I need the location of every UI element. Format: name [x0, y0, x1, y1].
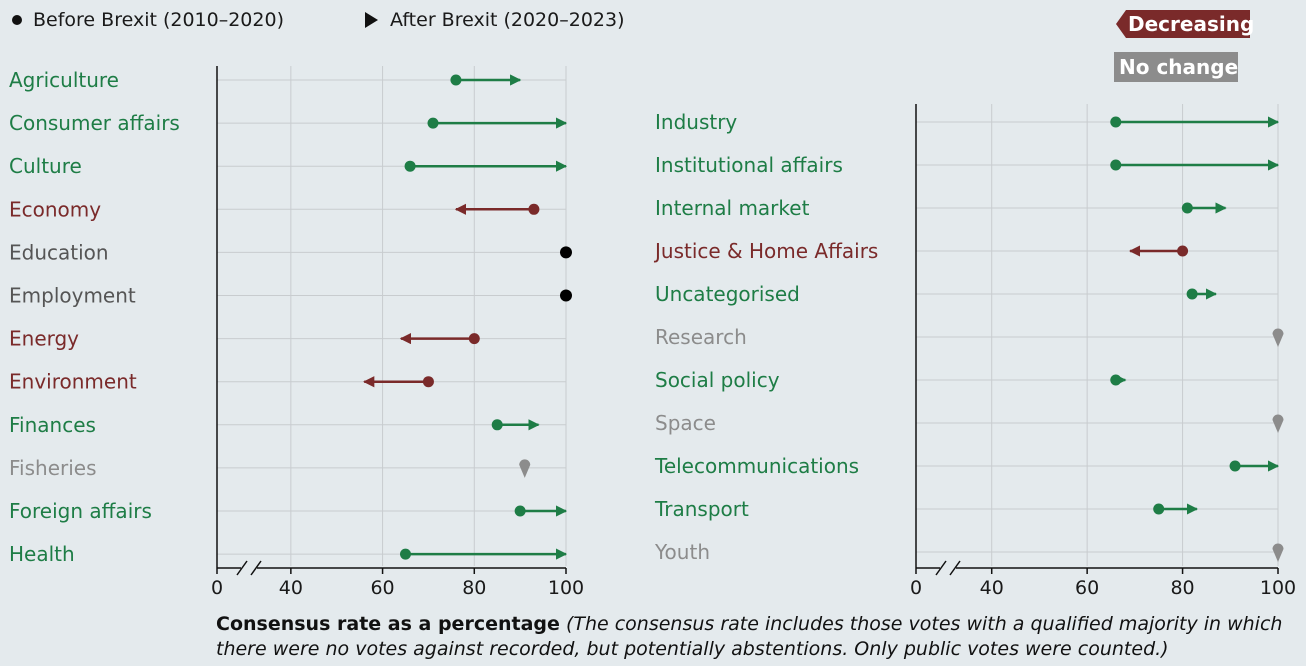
panel-1: 0 40 60 80 100 Agriculture Consumer affairs Cul… — [9, 66, 584, 599]
category-label: Energy — [9, 327, 79, 351]
before-point — [1186, 288, 1198, 300]
category-label: Research — [655, 325, 747, 349]
before-point — [1110, 374, 1122, 386]
before-point — [1110, 159, 1122, 171]
before-point — [400, 548, 411, 560]
x-tick-label: 80 — [462, 577, 486, 599]
before-point — [1177, 245, 1189, 257]
legend-decreasing-label: Decreasing — [1128, 12, 1254, 36]
legend: Before Brexit (2010–2020) After Brexit (… — [12, 9, 1254, 82]
before-point — [468, 333, 480, 345]
category-label: Environment — [9, 370, 137, 394]
legend-no-change-label: No change — [1119, 55, 1238, 79]
before-point — [1110, 116, 1122, 128]
before-point — [560, 289, 572, 302]
no-change-marker — [1272, 414, 1284, 433]
footnote-text: (The consensus rate includes those votes… — [216, 613, 1283, 660]
category-label: Agriculture — [9, 68, 119, 92]
category-label: Justice & Home Affairs — [653, 239, 878, 263]
legend-no-change-badge — [1114, 52, 1238, 82]
category-label: Space — [655, 411, 716, 435]
x-tick-label: 0 — [910, 577, 922, 599]
x-tick-label: 40 — [279, 577, 303, 599]
no-change-marker — [1272, 543, 1284, 562]
before-point — [450, 74, 462, 86]
category-label: Industry — [655, 110, 737, 134]
panel-2: 0 40 60 80 100 Industry Institutional affairs I… — [653, 104, 1296, 599]
category-label: Economy — [9, 197, 101, 221]
before-point — [528, 203, 540, 215]
axis-break-mark — [935, 560, 947, 576]
legend-before-label: Before Brexit (2010–2020) — [33, 9, 284, 31]
x-tick-label: 80 — [1170, 577, 1194, 599]
category-label: Education — [9, 240, 109, 264]
x-tick-label: 100 — [548, 577, 584, 599]
legend-after-label: After Brexit (2020–2023) — [390, 9, 625, 31]
category-label: Telecommunications — [654, 454, 859, 478]
before-point — [427, 117, 439, 129]
category-label: Foreign affairs — [9, 499, 152, 523]
category-label: Culture — [9, 154, 82, 178]
category-label: Consumer affairs — [9, 111, 180, 135]
category-label: Internal market — [655, 196, 810, 220]
axis-break-mark — [250, 560, 262, 576]
before-point — [1229, 460, 1241, 472]
x-tick-label: 60 — [370, 577, 394, 599]
x-tick-label: 100 — [1260, 577, 1296, 599]
category-label: Institutional affairs — [655, 153, 843, 177]
category-label: Fisheries — [9, 456, 97, 480]
axis-break-mark — [949, 560, 961, 576]
legend-decreasing-badge — [1116, 10, 1250, 38]
axis-break-mark — [236, 560, 248, 576]
legend-after-marker — [365, 12, 378, 28]
category-label: Finances — [9, 413, 96, 437]
x-tick-label: 0 — [211, 577, 223, 599]
no-change-marker — [1272, 328, 1284, 347]
category-label: Uncategorised — [655, 282, 800, 306]
before-point — [1181, 202, 1193, 214]
before-point — [491, 419, 503, 431]
x-tick-label: 40 — [980, 577, 1004, 599]
before-point — [1153, 503, 1165, 515]
before-point — [514, 505, 526, 517]
before-point — [560, 246, 572, 259]
legend-before-marker — [12, 15, 22, 25]
x-tick-label: 60 — [1075, 577, 1099, 599]
footnote-title: Consensus rate as a percentage — [216, 613, 560, 635]
category-label: Transport — [654, 497, 749, 521]
category-label: Employment — [9, 284, 136, 308]
category-label: Health — [9, 542, 75, 566]
category-label: Youth — [654, 540, 710, 564]
footnote: Consensus rate as a percentage (The cons… — [216, 612, 1296, 662]
no-change-marker — [519, 459, 531, 478]
chart-panels: 0 40 60 80 100 Agriculture Consumer affairs Cul… — [9, 66, 1296, 599]
before-point — [404, 160, 416, 172]
before-point — [422, 376, 434, 388]
category-label: Social policy — [655, 368, 780, 392]
